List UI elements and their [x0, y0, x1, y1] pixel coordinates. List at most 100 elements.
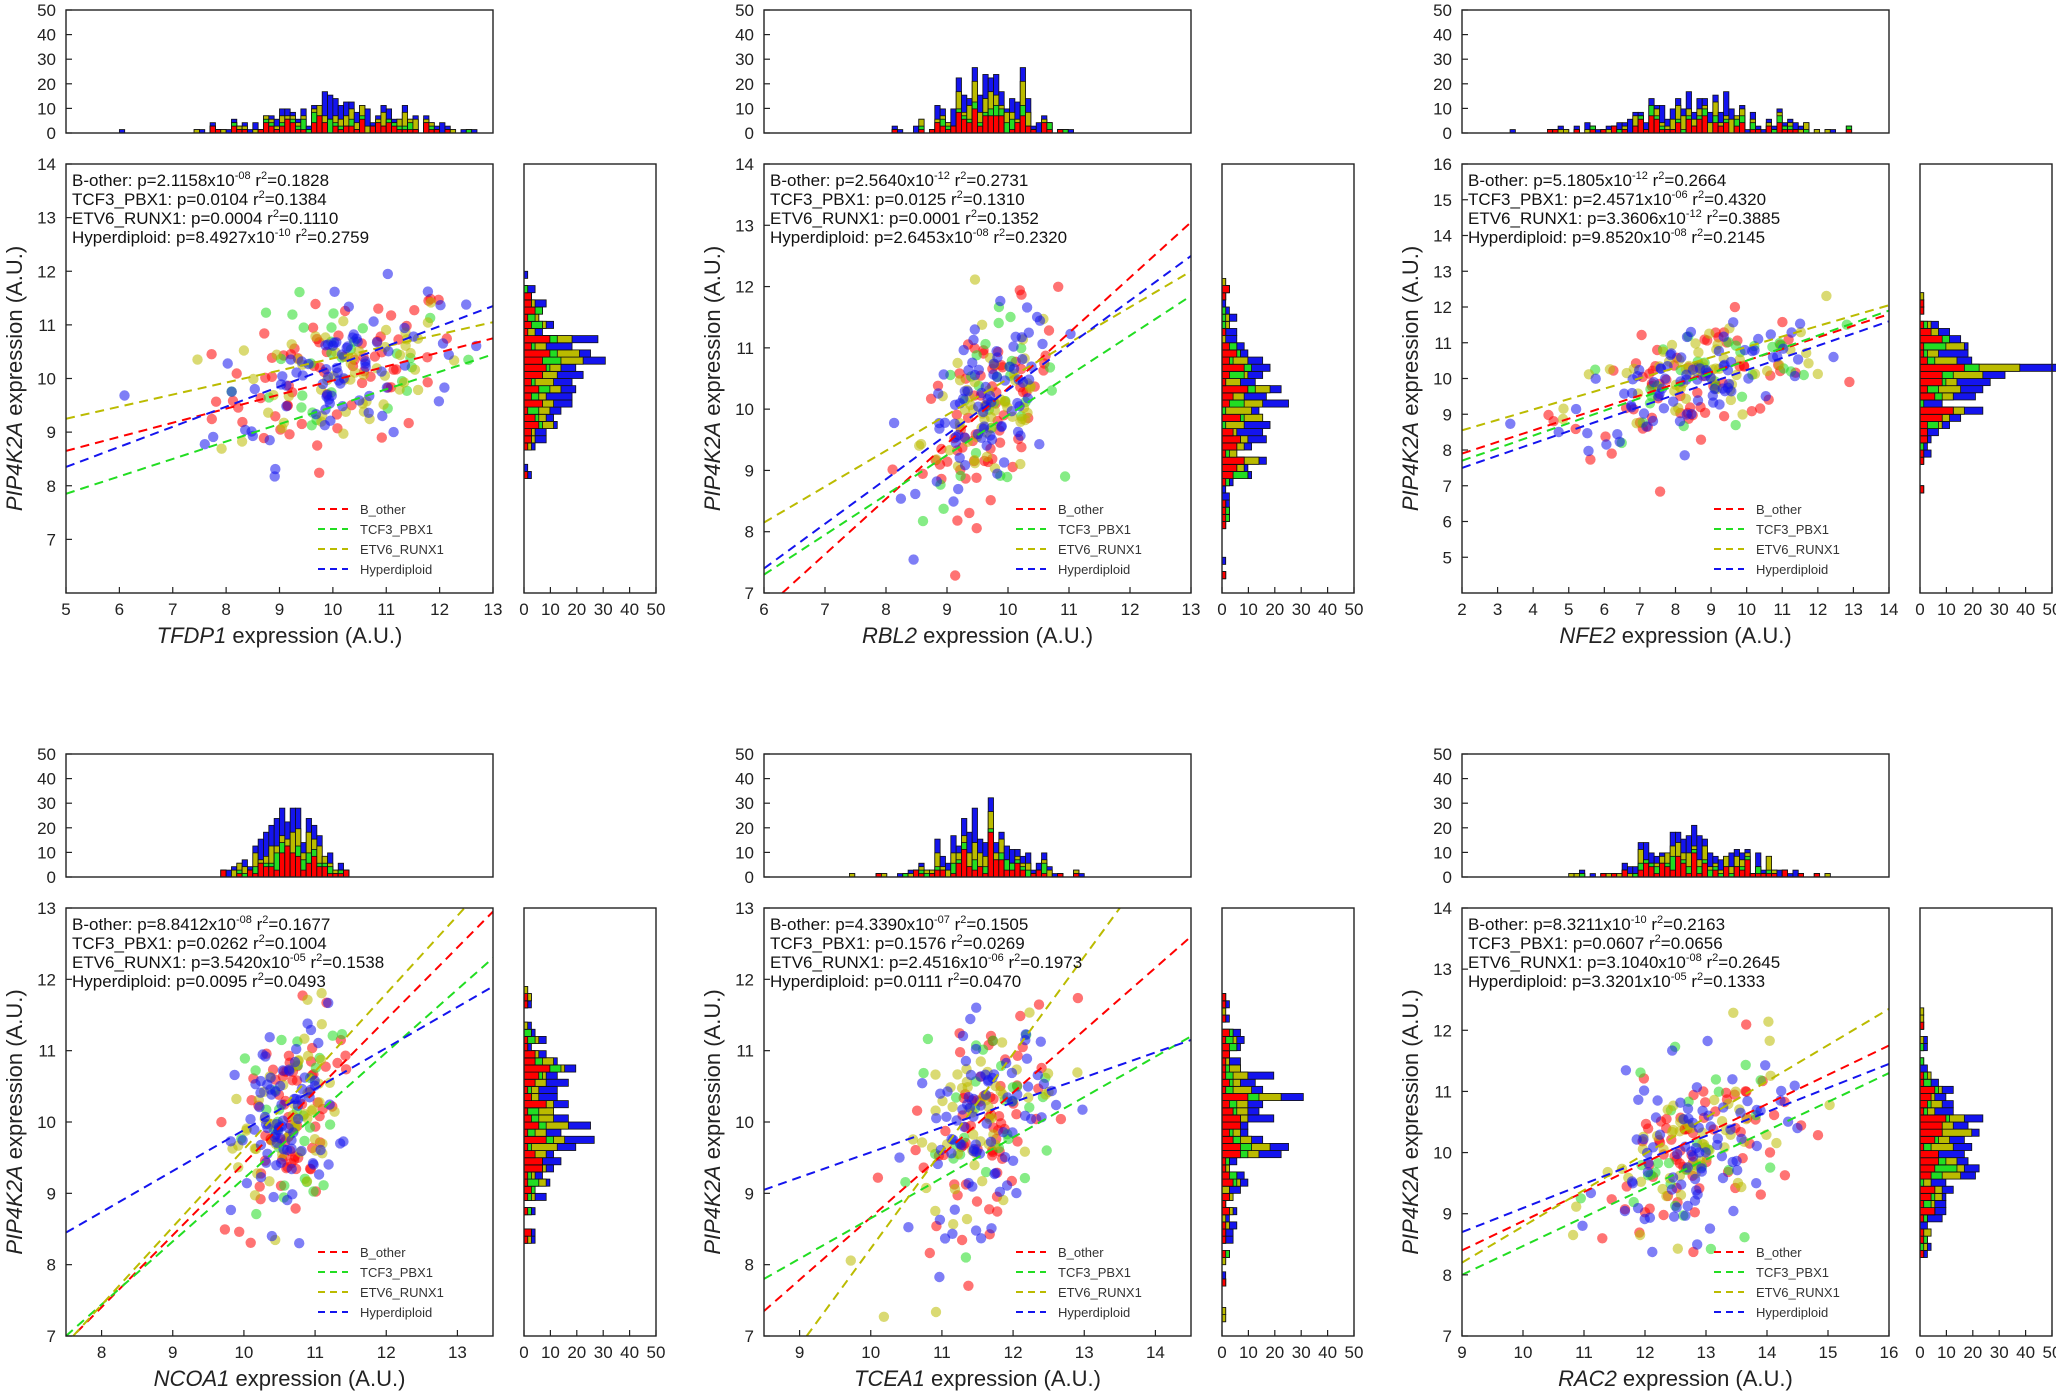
y-gene-name: PIP4K2A [700, 1165, 725, 1254]
point-hyperdiploid [1641, 421, 1652, 432]
stat-r2-value: =0.2320 [1005, 228, 1067, 247]
stat-r2-value: =0.1538 [322, 953, 384, 972]
stat-superscript: 2 [960, 170, 966, 182]
stat-superscript: 2 [1657, 914, 1663, 926]
fit-line-etv6_runx1 [66, 321, 493, 420]
hist-bar-b_other [1643, 862, 1650, 878]
point-hyperdiploid [1671, 1202, 1682, 1213]
x-tick-label: 3 [1493, 600, 1502, 619]
hist-bar-hyperdiploid [1627, 118, 1634, 134]
point-b_other [227, 395, 239, 407]
legend-label-hyperdiploid: Hyperdiploid [360, 1305, 432, 1320]
point-hyperdiploid [254, 1101, 265, 1113]
point-hyperdiploid [282, 1194, 293, 1206]
hist-bar-b_other [523, 363, 547, 372]
point-hyperdiploid [292, 1113, 304, 1125]
hist-bar-b_other [1648, 866, 1655, 878]
x-axis-suffix: expression (A.U.) [229, 1366, 405, 1391]
stat-r2-value: =0.1110 [279, 209, 338, 228]
x-tick-label: 14 [1880, 600, 1899, 619]
legend-label-etv6_runx1: ETV6_RUNX1 [360, 1285, 444, 1300]
hist-bar-b_other [1919, 1093, 1932, 1102]
hist-bar-b_other [1221, 1078, 1230, 1087]
hist-y-tick-label: 30 [735, 50, 754, 69]
point-tcf3_pbx1 [276, 1034, 287, 1046]
hist-bar-b_other [1025, 125, 1032, 134]
fit-line-etv6_runx1 [805, 908, 1121, 1336]
point-hyperdiploid [970, 1225, 982, 1236]
point-etv6_runx1 [952, 1069, 963, 1080]
fit-line-hyperdiploid [1462, 320, 1889, 469]
right-histogram: 0 10 20 30 40 50 [1217, 163, 1363, 619]
hist-bar-b_other [1221, 342, 1230, 351]
x-tick-label: 7 [1635, 600, 1644, 619]
point-etv6_runx1 [192, 354, 203, 365]
point-b_other [872, 1172, 884, 1183]
hist-bar-b_other [523, 1114, 532, 1123]
point-hyperdiploid [1709, 383, 1720, 395]
point-hyperdiploid [991, 346, 1002, 357]
hist-bar-b_other [1221, 463, 1238, 472]
point-hyperdiploid [1583, 445, 1594, 457]
hist-bar-b_other [1919, 385, 1928, 394]
point-b_other [925, 393, 937, 404]
stat-text: B-other: p=5.1805x10 [1468, 171, 1632, 190]
point-hyperdiploid [286, 1163, 297, 1175]
y-tick-label: 8 [745, 1256, 754, 1275]
stat-r2-value: =0.4320 [1704, 190, 1766, 209]
point-b_other [994, 437, 1006, 448]
point-hyperdiploid [985, 430, 996, 441]
hist-bar-b_other [1739, 869, 1746, 878]
point-etv6_runx1 [1631, 418, 1642, 429]
hist-bar-b_other [1611, 125, 1618, 134]
x-axis-label: RAC2 expression (A.U.) [1558, 1366, 1793, 1391]
stat-r2: r [1648, 171, 1659, 190]
hist-bar-b_other [1221, 349, 1238, 358]
stat-superscript: -06 [1672, 189, 1688, 201]
point-etv6_runx1 [845, 1255, 856, 1266]
point-hyperdiploid [965, 1013, 976, 1025]
hist-x-tick-label: 0 [1915, 600, 1924, 619]
point-b_other [911, 1105, 923, 1116]
point-hyperdiploid [1751, 1104, 1762, 1116]
stat-superscript: 2 [953, 971, 959, 983]
stat-line-4: Hyperdiploid: p=8.4927x10-10 r2=0.2759 [72, 227, 369, 247]
stat-superscript: -12 [934, 170, 950, 182]
point-hyperdiploid [1712, 1133, 1724, 1144]
point-hyperdiploid [1692, 1189, 1703, 1200]
hist-x-tick-label: 40 [620, 1343, 639, 1362]
top-histogram-frame [65, 753, 494, 878]
point-hyperdiploid [435, 300, 446, 311]
point-hyperdiploid [1753, 333, 1764, 345]
hist-y-tick-label: 10 [735, 843, 754, 862]
point-etv6_runx1 [1704, 328, 1715, 339]
point-hyperdiploid [998, 1127, 1009, 1138]
point-b_other [1777, 316, 1788, 328]
hist-bar-b_other [311, 122, 318, 134]
point-etv6_runx1 [1072, 1067, 1083, 1078]
hist-bar-b_other [523, 1093, 532, 1102]
y-tick-label: 14 [37, 155, 56, 174]
point-b_other [917, 468, 928, 479]
right-histogram: 0 10 20 30 40 50 [1217, 907, 1363, 1362]
point-hyperdiploid [255, 1172, 267, 1183]
point-hyperdiploid [1704, 1223, 1716, 1234]
x-tick-label: 9 [168, 1343, 177, 1362]
hist-bar-b_other [220, 869, 227, 878]
point-hyperdiploid [377, 410, 388, 422]
point-tcf3_pbx1 [1767, 341, 1778, 353]
point-hyperdiploid [1727, 1074, 1738, 1085]
point-etv6_runx1 [1709, 1094, 1720, 1106]
hist-bar-b_other [966, 866, 973, 878]
point-etv6_runx1 [930, 1306, 942, 1318]
hist-bar-b_other [343, 869, 350, 878]
point-hyperdiploid [979, 421, 990, 432]
point-tcf3_pbx1 [980, 1166, 992, 1178]
y-tick-label: 12 [1433, 298, 1452, 317]
point-hyperdiploid [995, 295, 1006, 307]
point-hyperdiploid [1675, 1097, 1686, 1108]
hist-bar-b_other [284, 845, 291, 878]
x-tick-label: 6 [759, 600, 768, 619]
hist-bar-b_other [1221, 1171, 1230, 1180]
x-tick-label: 5 [1564, 600, 1573, 619]
